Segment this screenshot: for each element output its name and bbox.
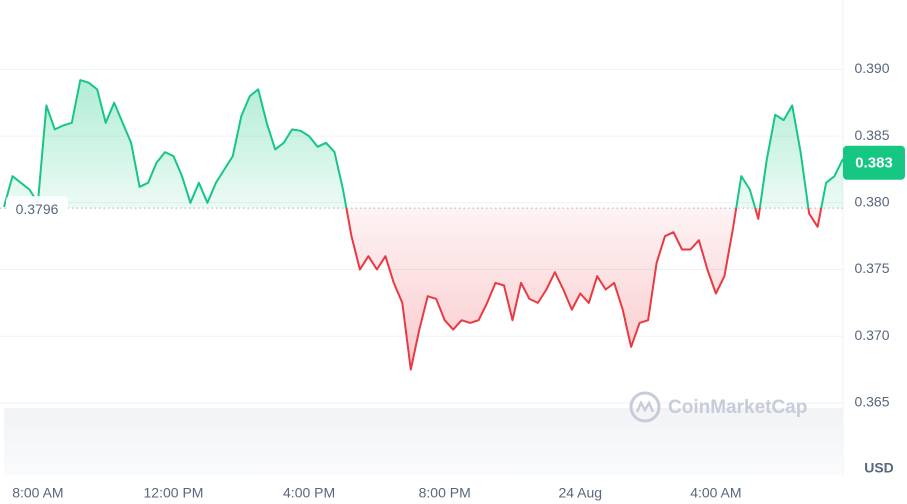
- x-tick-label: 8:00 PM: [419, 485, 471, 501]
- watermark-text: CoinMarketCap: [668, 397, 807, 418]
- y-tick-label: 0.370: [854, 327, 889, 343]
- y-tick-label: 0.385: [854, 127, 889, 143]
- price-badge: [843, 145, 905, 180]
- x-tick-label: 24 Aug: [558, 485, 602, 501]
- price-line: [3, 79, 844, 371]
- y-tick-label: 0.380: [854, 194, 889, 210]
- price-badge-label: 0.383: [855, 155, 893, 172]
- x-tick-label: 8:00 AM: [12, 485, 63, 501]
- volume-band: [4, 408, 843, 475]
- x-tick-label: 4:00 PM: [283, 485, 335, 501]
- y-tick-label: 0.365: [854, 394, 889, 410]
- unit-label: USD: [864, 460, 894, 476]
- price-area: [4, 80, 843, 370]
- x-tick-label: 4:00 AM: [690, 485, 741, 501]
- x-tick-label: 12:00 PM: [144, 485, 204, 501]
- y-tick-label: 0.375: [854, 260, 889, 276]
- baseline-label-box: [6, 196, 68, 221]
- baseline-label: 0.3796: [16, 201, 59, 217]
- watermark: CoinMarketCap: [629, 391, 807, 423]
- y-tick-label: 0.390: [854, 60, 889, 76]
